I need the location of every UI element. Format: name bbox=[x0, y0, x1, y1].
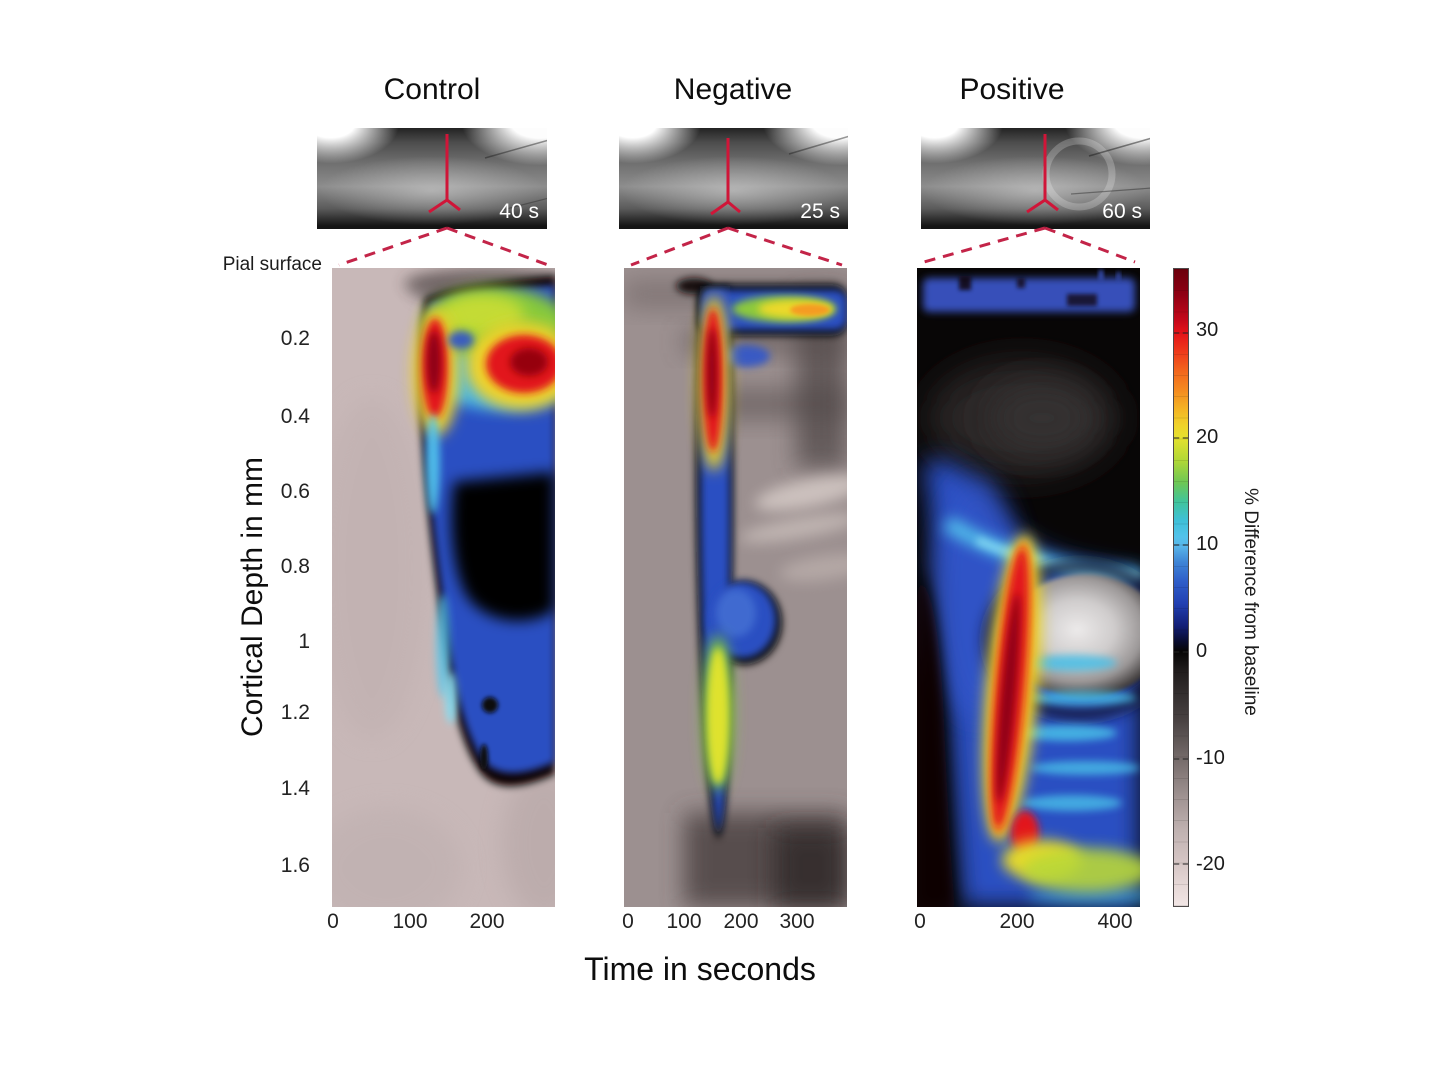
colorbar bbox=[1173, 268, 1189, 907]
y-tick: 0.2 bbox=[280, 327, 310, 350]
colorbar-tick-mark bbox=[1174, 650, 1188, 653]
x-tick: 0 bbox=[622, 910, 634, 933]
x-tick: 0 bbox=[327, 910, 339, 933]
negative-sampling-line-overlay bbox=[710, 135, 848, 216]
colorbar-tick-mark bbox=[1174, 863, 1188, 866]
colorbar-label: % Difference from baseline bbox=[1240, 488, 1261, 716]
x-axis-label: Time in seconds bbox=[584, 951, 816, 987]
x-tick: 200 bbox=[723, 910, 759, 933]
panel-title-positive: Positive bbox=[959, 73, 1065, 106]
x-tick: 200 bbox=[999, 910, 1035, 933]
y-tick: 1.2 bbox=[280, 701, 310, 724]
colorbar-tick: 20 bbox=[1196, 426, 1219, 448]
y-tick: 1.4 bbox=[280, 777, 310, 800]
colorbar-tick: -20 bbox=[1196, 853, 1225, 875]
control-heatmap bbox=[332, 268, 555, 907]
x-tick: 100 bbox=[392, 910, 428, 933]
x-tick: 0 bbox=[914, 910, 926, 933]
negative-micrograph: 25 s bbox=[619, 128, 848, 229]
x-tick: 200 bbox=[469, 910, 505, 933]
positive-time-badge: 60 s bbox=[1102, 200, 1142, 223]
control-sampling-line-overlay bbox=[428, 134, 547, 214]
x-tick: 400 bbox=[1097, 910, 1133, 933]
colorbar-tick-mark bbox=[1174, 332, 1188, 335]
colorbar-tick-mark bbox=[1174, 544, 1188, 547]
positive-sampling-line-overlay bbox=[1026, 134, 1150, 214]
colorbar-tick: 0 bbox=[1196, 640, 1208, 662]
colorbar-tick: 30 bbox=[1196, 319, 1219, 341]
control-time-badge: 40 s bbox=[499, 200, 539, 223]
positive-heatmap bbox=[917, 268, 1140, 907]
negative-time-badge: 25 s bbox=[800, 200, 840, 223]
colorbar-tick: -10 bbox=[1196, 747, 1225, 769]
colorbar-tick-mark bbox=[1174, 757, 1188, 760]
control-micrograph: 40 s bbox=[317, 128, 547, 229]
y-tick: 1.6 bbox=[280, 854, 310, 877]
x-tick: 100 bbox=[666, 910, 702, 933]
y-tick: 0.4 bbox=[280, 405, 310, 428]
panel-title-negative: Negative bbox=[673, 73, 793, 106]
negative-heatmap bbox=[624, 268, 847, 907]
panel-title-control: Control bbox=[383, 73, 481, 106]
y-tick: 0.8 bbox=[280, 555, 310, 578]
x-tick: 300 bbox=[779, 910, 815, 933]
y-tick: 1 bbox=[298, 630, 310, 653]
colorbar-tick-mark bbox=[1174, 437, 1188, 440]
positive-micrograph: 60 s bbox=[921, 128, 1150, 229]
colorbar-tick: 10 bbox=[1196, 533, 1219, 555]
y-tick: 0.6 bbox=[280, 480, 310, 503]
pial-surface-label: Pial surface bbox=[222, 254, 322, 275]
